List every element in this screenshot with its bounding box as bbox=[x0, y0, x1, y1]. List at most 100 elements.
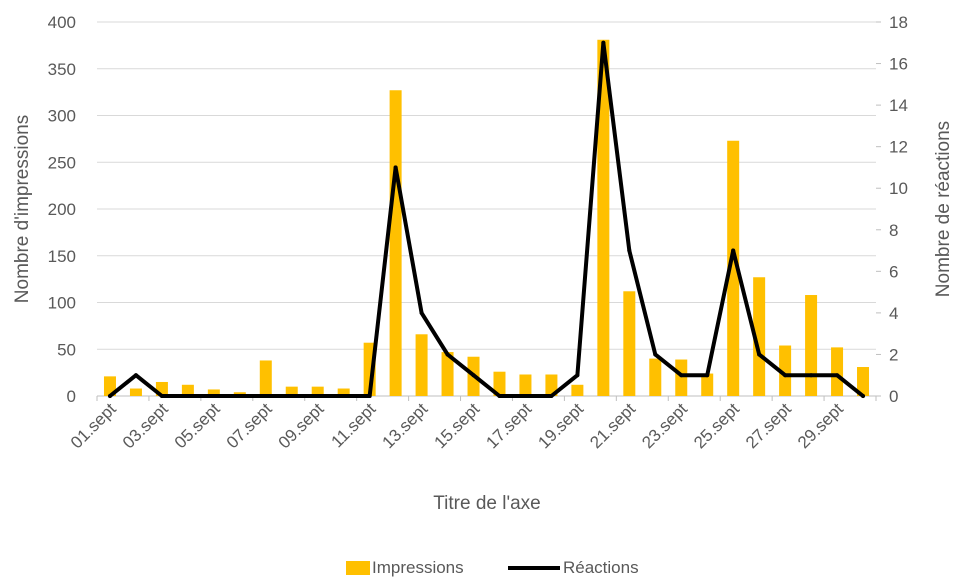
bar-impressions bbox=[623, 291, 636, 396]
x-tick-label: 03.sept bbox=[119, 399, 172, 452]
left-axis-tick-labels: 0 50 100 150 200 250 300 350 400 bbox=[48, 13, 76, 406]
x-tick-label: 23.sept bbox=[638, 399, 691, 452]
y2-tick-label: 2 bbox=[889, 345, 898, 364]
point-reactions bbox=[653, 352, 658, 357]
x-tick-label: 09.sept bbox=[275, 399, 328, 452]
bar-impressions bbox=[701, 373, 714, 396]
point-reactions bbox=[237, 394, 242, 398]
bar-impressions bbox=[597, 39, 610, 396]
x-tick-label: 11.sept bbox=[327, 399, 379, 451]
y-tick-label: 100 bbox=[48, 294, 76, 313]
point-reactions bbox=[289, 394, 294, 398]
bar-impressions bbox=[493, 371, 506, 396]
x-tick-label: 01.sept bbox=[67, 399, 120, 452]
point-reactions bbox=[783, 373, 788, 378]
y-tick-label: 50 bbox=[57, 340, 76, 359]
point-reactions bbox=[367, 394, 372, 398]
bar-impressions bbox=[675, 359, 688, 396]
y-tick-label: 300 bbox=[48, 107, 76, 126]
x-tick-label: 17.sept bbox=[482, 399, 535, 452]
point-reactions bbox=[757, 352, 762, 357]
y2-axis-title: Nombre de réactions bbox=[933, 121, 954, 297]
point-reactions bbox=[133, 373, 138, 378]
y2-tick-label: 10 bbox=[889, 179, 908, 198]
x-tick-label: 13.sept bbox=[379, 399, 432, 452]
bar-impressions bbox=[389, 90, 402, 396]
x-axis-tick-labels: 01.sept 03.sept 05.sept 07.sept 09.sept 11.se… bbox=[67, 399, 847, 452]
x-tick-label: 25.sept bbox=[690, 399, 743, 452]
y-tick-label: 250 bbox=[48, 153, 76, 172]
x-tick-label: 29.sept bbox=[794, 399, 847, 452]
point-reactions bbox=[445, 352, 450, 357]
point-reactions bbox=[159, 394, 164, 398]
point-reactions bbox=[575, 373, 580, 378]
point-reactions bbox=[107, 394, 112, 398]
series-line-reactions bbox=[107, 40, 866, 398]
y2-tick-label: 6 bbox=[889, 262, 898, 281]
legend-label-impressions: Impressions bbox=[372, 558, 464, 577]
x-tick-label: 21.sept bbox=[586, 399, 639, 452]
bar-impressions bbox=[779, 345, 792, 396]
y2-tick-label: 8 bbox=[889, 221, 898, 240]
bar-impressions bbox=[649, 358, 662, 396]
point-reactions bbox=[705, 373, 710, 378]
point-reactions bbox=[341, 394, 346, 398]
point-reactions bbox=[471, 373, 476, 378]
bar-impressions bbox=[519, 374, 532, 396]
y2-tick-label: 0 bbox=[889, 387, 898, 406]
y2-tick-label: 12 bbox=[889, 138, 908, 157]
x-tick-label: 05.sept bbox=[171, 399, 224, 452]
point-reactions bbox=[809, 373, 814, 378]
point-reactions bbox=[601, 40, 606, 45]
x-tick-label: 19.sept bbox=[534, 399, 587, 452]
bar-impressions bbox=[753, 277, 766, 396]
point-reactions bbox=[679, 373, 684, 378]
point-reactions bbox=[185, 394, 190, 398]
bar-impressions bbox=[181, 384, 194, 396]
bar-impressions bbox=[831, 347, 844, 396]
y-axis-title: Nombre d'impressions bbox=[12, 115, 33, 303]
point-reactions bbox=[523, 394, 528, 398]
x-axis-title: Titre de l'axe bbox=[433, 493, 540, 514]
bar-impressions bbox=[207, 389, 220, 396]
legend-label-reactions: Réactions bbox=[563, 558, 639, 577]
point-reactions bbox=[835, 373, 840, 378]
point-reactions bbox=[627, 248, 632, 253]
bar-impressions bbox=[285, 386, 298, 396]
x-tick-label: 07.sept bbox=[223, 399, 276, 452]
impressions-bars bbox=[103, 39, 870, 396]
bar-impressions bbox=[727, 140, 740, 396]
point-reactions bbox=[263, 394, 268, 398]
bar-impressions bbox=[311, 386, 324, 396]
point-reactions bbox=[315, 394, 320, 398]
bar-impressions bbox=[545, 374, 558, 396]
bar-impressions bbox=[415, 334, 428, 396]
point-reactions bbox=[211, 394, 216, 398]
point-reactions bbox=[419, 310, 424, 315]
reactions-line-group bbox=[107, 40, 866, 398]
bar-impressions bbox=[441, 352, 454, 396]
right-axis-tick-labels: 0 2 4 6 8 10 12 14 16 18 bbox=[876, 13, 908, 406]
y2-tick-label: 4 bbox=[889, 304, 898, 323]
y2-tick-label: 18 bbox=[889, 13, 908, 32]
bar-impressions bbox=[259, 360, 272, 396]
y-tick-label: 400 bbox=[48, 13, 76, 32]
y-tick-label: 150 bbox=[48, 247, 76, 266]
point-reactions bbox=[393, 165, 398, 170]
point-reactions bbox=[731, 248, 736, 253]
legend: Impressions Réactions bbox=[346, 558, 639, 577]
y-tick-label: 200 bbox=[48, 200, 76, 219]
point-reactions bbox=[497, 394, 502, 398]
bar-impressions bbox=[571, 384, 584, 396]
point-reactions bbox=[861, 394, 866, 398]
gridlines bbox=[97, 21, 876, 397]
y-tick-label: 0 bbox=[67, 387, 76, 406]
y2-tick-label: 14 bbox=[889, 96, 908, 115]
bar-impressions bbox=[129, 388, 142, 396]
x-tick-label: 15.sept bbox=[430, 399, 483, 452]
bar-impressions bbox=[805, 295, 818, 396]
y-tick-label: 350 bbox=[48, 60, 76, 79]
y2-tick-label: 16 bbox=[889, 55, 908, 74]
bar-impressions bbox=[857, 367, 870, 396]
